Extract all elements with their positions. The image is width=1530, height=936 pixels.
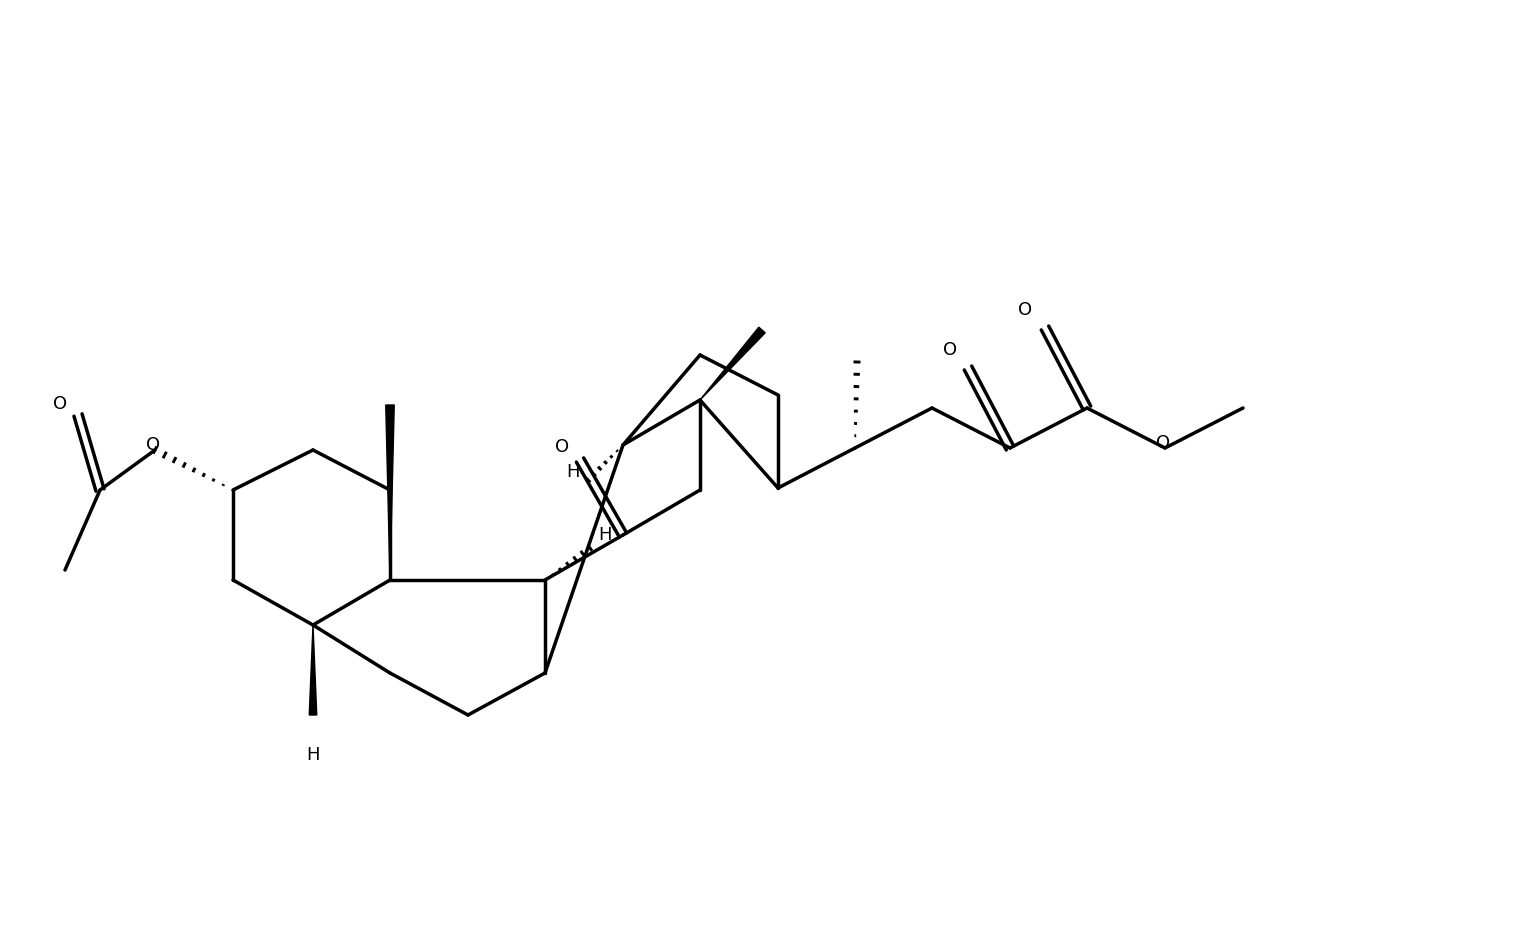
- Text: O: O: [555, 438, 569, 456]
- Text: O: O: [145, 436, 161, 454]
- Text: H: H: [598, 526, 612, 544]
- Polygon shape: [309, 625, 317, 715]
- Text: O: O: [1017, 301, 1033, 319]
- Text: O: O: [942, 341, 958, 359]
- Polygon shape: [386, 405, 395, 580]
- Text: O: O: [1157, 434, 1170, 452]
- Text: H: H: [306, 746, 320, 764]
- Polygon shape: [701, 328, 765, 400]
- Text: O: O: [54, 395, 67, 413]
- Text: H: H: [566, 463, 580, 481]
